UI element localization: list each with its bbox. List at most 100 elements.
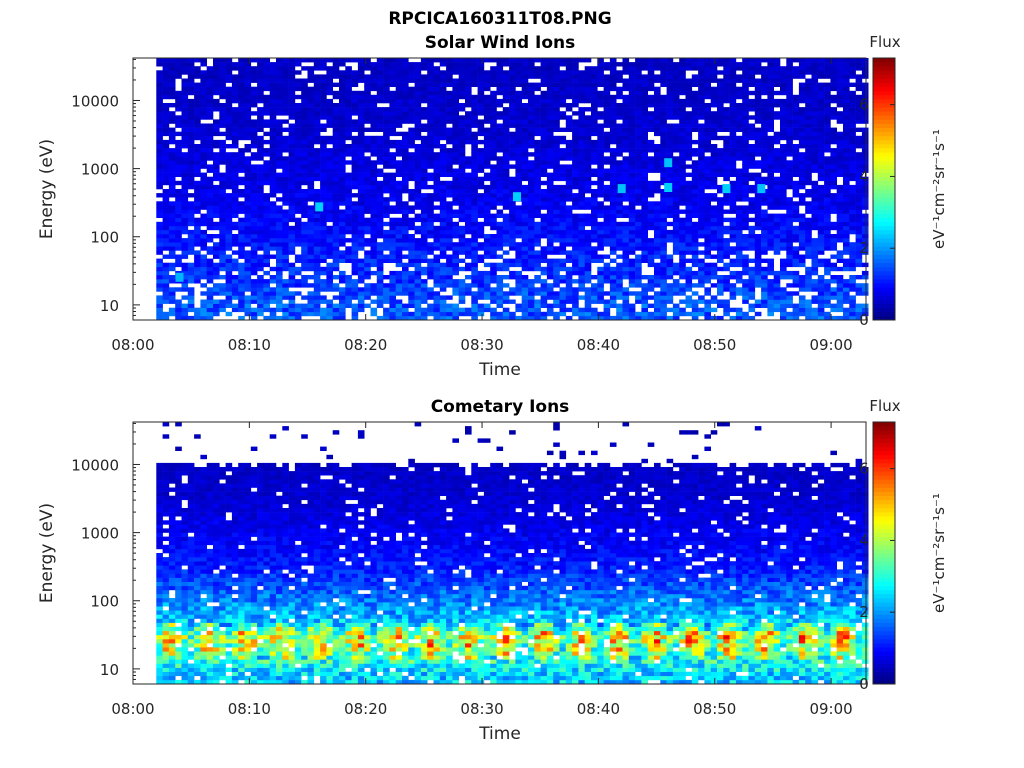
heatmap-cell — [326, 303, 333, 308]
heatmap-cell — [710, 209, 718, 214]
heatmap-cell — [282, 82, 289, 87]
heatmap-cell — [408, 103, 415, 108]
heatmap-cell — [307, 156, 315, 161]
heatmap-cell — [313, 176, 321, 182]
heatmap-cell — [540, 234, 548, 239]
heatmap-cell — [458, 246, 466, 251]
heatmap-cell — [364, 205, 371, 210]
heatmap-cell — [244, 144, 252, 149]
heatmap-cell — [225, 156, 233, 161]
heatmap-cell — [156, 168, 163, 173]
heatmap-cell — [414, 213, 422, 218]
heatmap-cell — [213, 62, 220, 67]
heatmap-cell — [565, 225, 573, 231]
heatmap-cell — [635, 258, 642, 263]
heatmap-cell — [591, 238, 598, 243]
heatmap-cell — [219, 74, 226, 79]
heatmap-cell — [383, 152, 390, 157]
heatmap-cell — [698, 258, 705, 263]
heatmap-cell — [704, 217, 711, 223]
heatmap-cell — [616, 295, 623, 300]
heatmap-cell — [509, 238, 516, 243]
heatmap-cell — [641, 168, 648, 173]
heatmap-cell — [465, 201, 472, 206]
heatmap-cell — [540, 180, 548, 186]
heatmap-cell — [402, 82, 409, 87]
heatmap-cell — [326, 234, 333, 239]
heatmap-cell — [591, 221, 598, 227]
heatmap-cell — [458, 234, 466, 239]
heatmap-cell — [559, 287, 567, 292]
heatmap-cell — [458, 193, 466, 198]
heatmap-cell — [313, 90, 321, 96]
heatmap-cell — [320, 168, 327, 173]
heatmap-cell — [225, 78, 233, 83]
heatmap-cell — [540, 156, 548, 161]
heatmap-cell — [553, 164, 560, 169]
heatmap-cell — [666, 213, 674, 218]
heatmap-cell — [231, 90, 239, 96]
heatmap-cell — [616, 74, 623, 79]
heatmap-cell — [597, 148, 604, 153]
heatmap-cell — [483, 221, 491, 227]
heatmap-cell — [181, 115, 189, 120]
heatmap-cell — [433, 78, 441, 83]
heatmap-cell — [364, 98, 371, 104]
heatmap-cell — [313, 78, 321, 83]
heatmap-cell — [578, 111, 585, 116]
heatmap-cell — [553, 283, 560, 288]
heatmap-cell — [225, 258, 233, 263]
heatmap-cell — [288, 279, 296, 284]
heatmap-cell — [370, 205, 378, 210]
heatmap-cell — [559, 291, 567, 296]
heatmap-cell — [294, 184, 302, 190]
heatmap-cell — [496, 148, 504, 153]
heatmap-cell — [572, 82, 579, 87]
heatmap-cell — [427, 287, 434, 292]
heatmap-cell — [332, 213, 340, 218]
heatmap-cell — [672, 144, 680, 149]
heatmap-cell — [584, 303, 592, 308]
heatmap-cell — [288, 90, 296, 96]
heatmap-cell — [553, 78, 560, 83]
heatmap-cell — [294, 135, 302, 141]
heatmap-cell — [691, 189, 699, 194]
heatmap-cell — [156, 299, 163, 304]
heatmap-cell — [546, 74, 554, 79]
heatmap-cell — [395, 119, 403, 124]
heatmap-cell — [402, 225, 409, 231]
heatmap-cell — [540, 58, 548, 63]
heatmap-cell — [395, 103, 403, 108]
heatmap-cell — [420, 123, 428, 128]
heatmap-cell — [439, 197, 447, 202]
heatmap-cell — [439, 107, 447, 112]
heatmap-cell — [647, 250, 655, 255]
heatmap-cell — [553, 291, 560, 296]
heatmap-cell — [414, 270, 422, 276]
heatmap-cell — [206, 234, 214, 239]
heatmap-cell — [402, 107, 409, 112]
heatmap-cell — [420, 58, 428, 63]
heatmap-cell — [357, 148, 365, 153]
heatmap-cell — [496, 193, 504, 198]
heatmap-cell — [446, 303, 453, 308]
heatmap-cell — [250, 139, 258, 145]
heatmap-cell — [584, 184, 592, 190]
heatmap-cell — [565, 168, 573, 173]
heatmap-cell — [395, 303, 403, 308]
heatmap-cell — [597, 299, 604, 304]
heatmap-cell — [250, 213, 258, 218]
heatmap-cell — [521, 234, 529, 239]
heatmap-cell — [200, 152, 207, 157]
heatmap-cell — [313, 217, 321, 223]
heatmap-cell — [616, 172, 623, 177]
heatmap-cell — [420, 197, 428, 202]
heatmap-cell — [301, 238, 308, 243]
heatmap-cell — [420, 254, 428, 259]
heatmap-cell — [263, 279, 270, 284]
heatmap-cell — [465, 197, 472, 202]
heatmap-cell — [603, 193, 611, 198]
heatmap-cell — [376, 98, 384, 104]
heatmap-cell — [168, 66, 176, 71]
heatmap-cell — [509, 164, 516, 169]
